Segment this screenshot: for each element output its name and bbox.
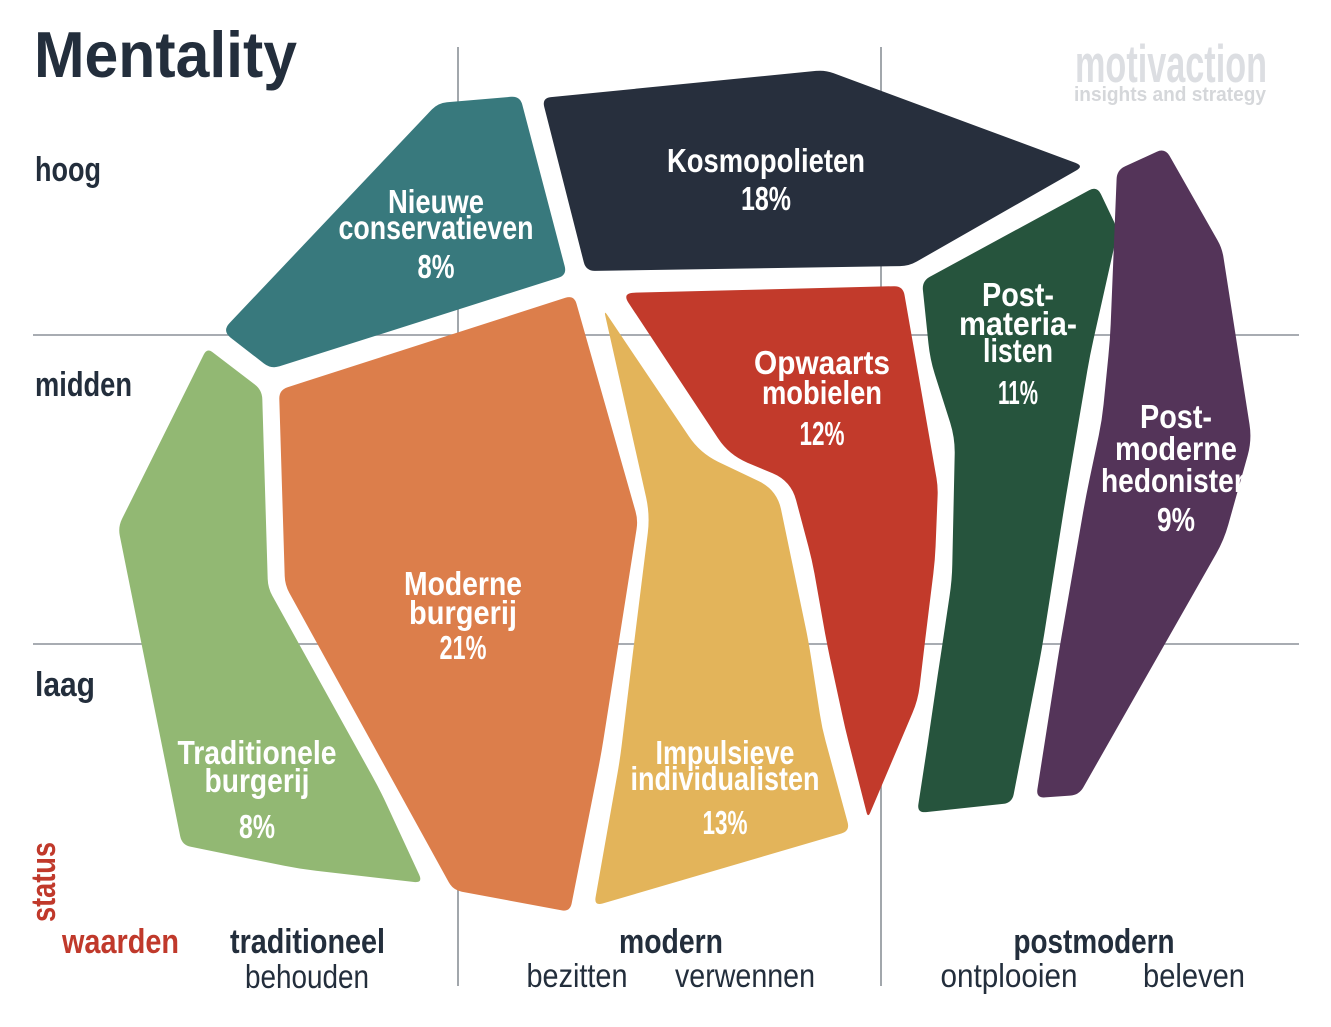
svg-text:midden: midden	[35, 366, 132, 404]
svg-text:12%: 12%	[800, 415, 845, 452]
svg-text:postmodern: postmodern	[1014, 923, 1175, 961]
svg-text:Opwaarts: Opwaarts	[754, 344, 890, 381]
svg-text:9%: 9%	[1157, 501, 1195, 538]
svg-text:13%: 13%	[703, 804, 748, 841]
svg-text:mobielen: mobielen	[762, 374, 882, 411]
svg-text:Nieuwe: Nieuwe	[388, 183, 484, 220]
svg-text:insights and strategy: insights and strategy	[1074, 84, 1267, 106]
svg-text:Post-: Post-	[982, 276, 1054, 313]
svg-text:moderne: moderne	[1115, 430, 1237, 467]
svg-text:Kosmopolieten: Kosmopolieten	[667, 142, 865, 179]
svg-text:burgerij: burgerij	[409, 594, 517, 631]
svg-text:behouden: behouden	[245, 958, 369, 995]
svg-text:bezitten: bezitten	[527, 957, 628, 994]
svg-text:traditioneel: traditioneel	[230, 923, 385, 961]
svg-text:Mentality: Mentality	[34, 18, 297, 91]
svg-text:hoog: hoog	[35, 151, 101, 189]
svg-text:verwennen: verwennen	[675, 957, 815, 994]
svg-text:hedonisten: hedonisten	[1101, 462, 1251, 499]
svg-text:Moderne: Moderne	[404, 565, 522, 602]
svg-text:11%: 11%	[998, 374, 1038, 411]
svg-text:listen: listen	[983, 332, 1053, 369]
svg-text:beleven: beleven	[1143, 957, 1245, 994]
svg-text:8%: 8%	[418, 248, 455, 285]
svg-text:modern: modern	[619, 923, 723, 961]
svg-text:laag: laag	[35, 666, 95, 704]
svg-text:individualisten: individualisten	[631, 760, 820, 797]
svg-text:motivaction: motivaction	[1075, 35, 1267, 94]
svg-text:status: status	[25, 842, 63, 922]
svg-text:ontplooien: ontplooien	[941, 957, 1078, 994]
svg-text:conservatieven: conservatieven	[339, 209, 534, 246]
svg-text:18%: 18%	[741, 180, 791, 217]
svg-text:burgerij: burgerij	[205, 762, 310, 799]
svg-text:8%: 8%	[239, 808, 275, 845]
svg-text:Traditionele: Traditionele	[178, 734, 337, 771]
svg-text:waarden: waarden	[61, 923, 179, 961]
svg-text:21%: 21%	[440, 629, 487, 666]
svg-text:materia-: materia-	[959, 305, 1077, 342]
svg-text:Post-: Post-	[1140, 398, 1212, 435]
svg-text:Impulsieve: Impulsieve	[656, 734, 795, 771]
